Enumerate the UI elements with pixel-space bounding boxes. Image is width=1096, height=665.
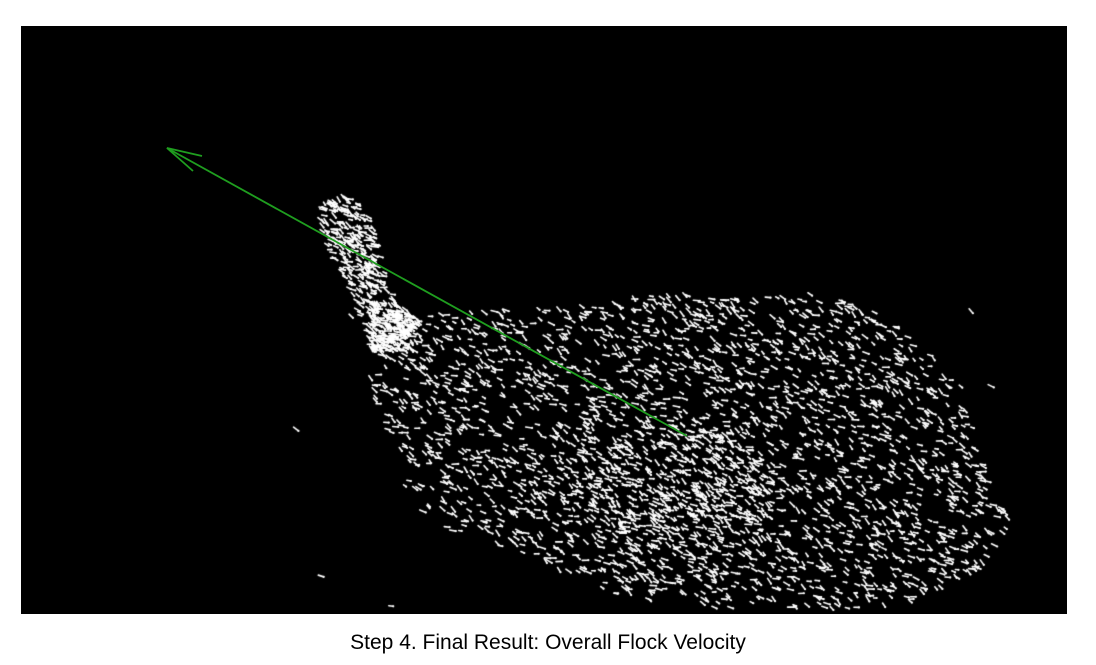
boid-flock	[21, 26, 1067, 614]
velocity-vector-shaft	[166, 147, 688, 437]
figure-caption: Step 4. Final Result: Overall Flock Velo…	[350, 631, 746, 654]
overall-velocity-arrow	[166, 147, 688, 437]
flock-simulation-panel	[21, 26, 1067, 614]
velocity-vector-arrowhead	[166, 147, 203, 172]
